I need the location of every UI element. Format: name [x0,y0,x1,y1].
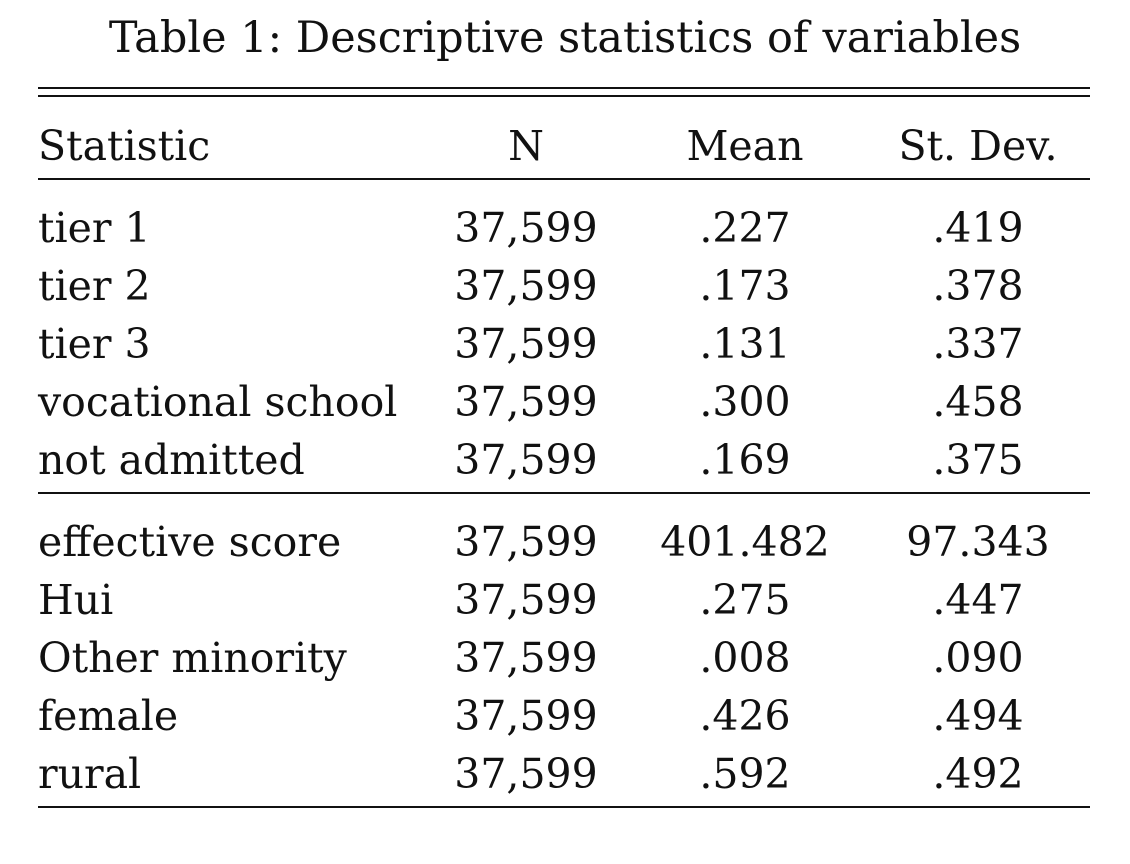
cell-n: 37,599 [454,262,598,310]
cell-statistic: Other minority [38,634,347,682]
cell-mean: .227 [699,204,791,252]
table-row: not admitted 37,599 .169 .375 [38,431,1090,489]
cell-mean: 401.482 [660,518,830,566]
cell-sd: .378 [932,262,1024,310]
cell-n: 37,599 [454,634,598,682]
bottom-rule [38,806,1090,808]
cell-sd: 97.343 [906,518,1050,566]
cell-statistic: rural [38,750,142,798]
cell-n: 37,599 [454,320,598,368]
header-mean: Mean [686,122,804,170]
table-row: tier 2 37,599 .173 .378 [38,257,1090,315]
cell-statistic: effective score [38,518,342,566]
header-sd: St. Dev. [898,122,1058,170]
cell-n: 37,599 [454,378,598,426]
table-row: Other minority 37,599 .008 .090 [38,629,1090,687]
cell-n: 37,599 [454,576,598,624]
cell-mean: .275 [699,576,791,624]
cell-sd: .419 [932,204,1024,252]
cell-statistic: vocational school [38,378,398,426]
header-n: N [508,122,544,170]
header-statistic: Statistic [38,122,211,170]
table-caption: Table 1: Descriptive statistics of varia… [108,13,1022,63]
panel-separator-rule [38,492,1090,494]
table-row: female 37,599 .426 .494 [38,687,1090,745]
cell-mean: .008 [699,634,791,682]
cell-mean: .173 [699,262,791,310]
cell-mean: .131 [699,320,791,368]
cell-statistic: Hui [38,576,114,624]
cell-n: 37,599 [454,204,598,252]
top-double-rule-upper [38,87,1090,89]
table-row: effective score 37,599 401.482 97.343 [38,513,1090,571]
table-row: Hui 37,599 .275 .447 [38,571,1090,629]
cell-statistic: tier 1 [38,204,151,252]
cell-sd: .458 [932,378,1024,426]
cell-sd: .447 [932,576,1024,624]
cell-n: 37,599 [454,436,598,484]
table-row: rural 37,599 .592 .492 [38,745,1090,803]
cell-sd: .090 [932,634,1024,682]
table-row: tier 3 37,599 .131 .337 [38,315,1090,373]
cell-sd: .375 [932,436,1024,484]
cell-statistic: female [38,692,179,740]
cell-statistic: not admitted [38,436,305,484]
cell-n: 37,599 [454,750,598,798]
cell-sd: .494 [932,692,1024,740]
header-row: Statistic N Mean St. Dev. [38,117,1090,175]
header-rule [38,178,1090,180]
cell-n: 37,599 [454,518,598,566]
table-row: vocational school 37,599 .300 .458 [38,373,1090,431]
cell-mean: .300 [699,378,791,426]
cell-mean: .426 [699,692,791,740]
top-double-rule-lower [38,95,1090,97]
cell-mean: .592 [699,750,791,798]
cell-sd: .492 [932,750,1024,798]
table-row: tier 1 37,599 .227 .419 [38,199,1090,257]
cell-statistic: tier 2 [38,262,151,310]
cell-statistic: tier 3 [38,320,151,368]
cell-mean: .169 [699,436,791,484]
cell-sd: .337 [932,320,1024,368]
cell-n: 37,599 [454,692,598,740]
